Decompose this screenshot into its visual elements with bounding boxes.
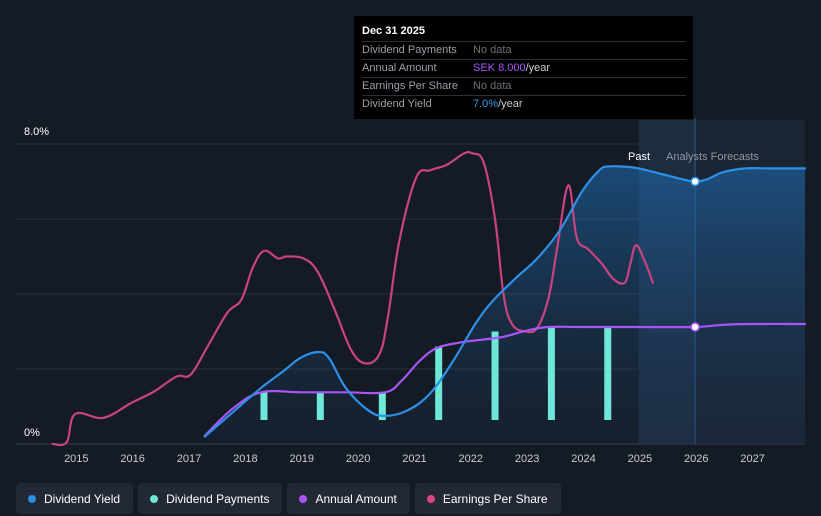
dividend-payment-bar [492,332,499,421]
y-tick-label-max: 8.0% [24,126,49,138]
dividend-payment-bar [317,392,324,420]
x-tick-label: 2022 [459,453,483,465]
dividend-payment-bar [604,327,611,420]
legend-label: Annual Amount [315,492,396,506]
x-tick-label: 2017 [177,453,201,465]
tooltip-label: Annual Amount [362,60,473,77]
annual-amount-marker [691,323,699,331]
tooltip-row-earnings-per-share: Earnings Per Share No data [362,77,686,95]
forecast-label: Analysts Forecasts [666,151,759,163]
legend: Dividend Yield Dividend Payments Annual … [16,483,561,515]
x-tick-label: 2018 [233,453,257,465]
past-label: Past [628,151,650,163]
legend-item-annual-amount[interactable]: Annual Amount [287,483,409,514]
x-tick-label: 2020 [346,453,370,465]
tooltip-value: 7.0% [473,96,498,113]
legend-label: Dividend Yield [44,492,120,506]
tooltip-value: No data [473,78,512,95]
tooltip-row-dividend-payments: Dividend Payments No data [362,41,686,59]
legend-item-dividend-yield[interactable]: Dividend Yield [16,483,133,514]
tooltip-unit: /year [498,96,522,113]
x-tick-label: 2023 [515,453,539,465]
tooltip-unit: /year [526,60,550,77]
tooltip-label: Dividend Yield [362,96,473,113]
dividend-payment-bar [260,392,267,420]
dividend-payment-bar [548,327,555,420]
x-tick-label: 2027 [740,453,764,465]
tooltip-value: SEK 8.000 [473,60,526,77]
legend-dot-icon [28,495,36,503]
legend-dot-icon [299,495,307,503]
legend-dot-icon [427,495,435,503]
tooltip-row-annual-amount: Annual Amount SEK 8.000 /year [362,59,686,77]
tooltip-row-dividend-yield: Dividend Yield 7.0% /year [362,95,686,113]
legend-label: Dividend Payments [166,492,269,506]
tooltip-label: Earnings Per Share [362,78,473,95]
legend-dot-icon [150,495,158,503]
y-tick-label-min: 0% [24,427,40,439]
tooltip-label: Dividend Payments [362,42,473,59]
x-tick-label: 2019 [289,453,313,465]
x-tick-label: 2016 [120,453,144,465]
x-tick-label: 2021 [402,453,426,465]
x-tick-label: 2015 [64,453,88,465]
legend-item-dividend-payments[interactable]: Dividend Payments [138,483,282,514]
x-tick-label: 2024 [571,453,595,465]
legend-item-earnings-per-share[interactable]: Earnings Per Share [415,483,561,514]
x-tick-label: 2026 [684,453,708,465]
legend-label: Earnings Per Share [443,492,548,506]
x-tick-label: 2025 [628,453,652,465]
tooltip: Dec 31 2025 Dividend Payments No data An… [354,16,693,119]
dividend-yield-marker [691,178,699,186]
tooltip-date: Dec 31 2025 [362,24,686,41]
tooltip-value: No data [473,42,512,59]
